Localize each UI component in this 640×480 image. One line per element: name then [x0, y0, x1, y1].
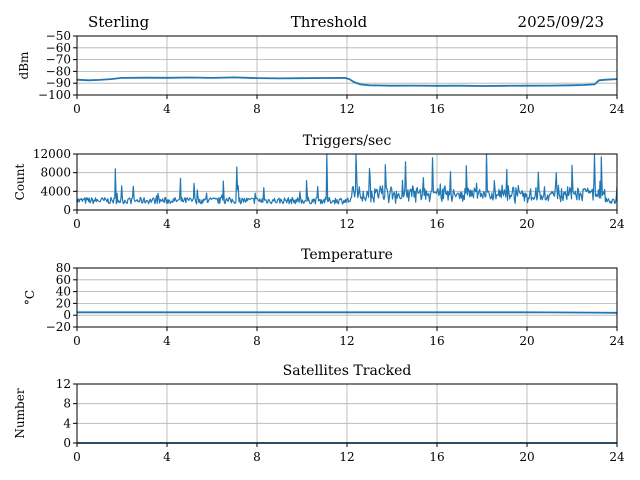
temperature-y-tick-label: 0 — [63, 308, 71, 322]
temperature-x-tick-label: 20 — [519, 334, 534, 348]
triggers-x-tick-label: 8 — [253, 217, 261, 231]
temperature-y-tick-label: 60 — [56, 273, 71, 287]
triggers-x-tick-label: 20 — [519, 217, 534, 231]
threshold-y-tick-label: −60 — [46, 41, 71, 55]
threshold-x-tick-label: 24 — [609, 102, 625, 116]
threshold-panel: 0 4 8 12 16 20 24 −100−90−80−70−60−50 dBm — [17, 29, 625, 116]
threshold-y-tick-label: −100 — [38, 88, 71, 102]
triggers-panel-title: Triggers/sec — [303, 133, 392, 149]
temperature-y-tick-label: 80 — [56, 261, 71, 275]
satellites-panel: 0 4 8 12 16 20 24 0 4 8 12 Number Satellites Tracked — [13, 363, 625, 464]
triggers-x-tick-label: 0 — [73, 217, 81, 231]
header-date: 2025/09/23 — [518, 13, 604, 31]
temperature-y-tick-label: 40 — [56, 285, 71, 299]
satellites-panel-title: Satellites Tracked — [283, 363, 412, 379]
temperature-y-axis-label: °C — [23, 290, 37, 305]
triggers-y-tick-label: 12000 — [33, 147, 71, 161]
threshold-y-tick-label: −70 — [46, 53, 71, 67]
satellites-x-tick-label: 20 — [519, 450, 534, 464]
temperature-x-tick-label: 16 — [429, 334, 444, 348]
triggers-y-tick-label: 0 — [63, 203, 71, 217]
threshold-x-tick-label: 20 — [519, 102, 534, 116]
triggers-panel: 0 4 8 12 16 20 24 0 4000 8000 12000 Count Triggers/s… — [13, 133, 625, 231]
satellites-x-tick-label: 16 — [429, 450, 444, 464]
satellites-x-tick-label: 8 — [253, 450, 261, 464]
satellites-y-tick-label: 8 — [63, 397, 71, 411]
header-station-name: Sterling — [88, 13, 150, 31]
satellites-y-tick-label: 0 — [63, 436, 71, 450]
triggers-y-tick-label: 4000 — [40, 184, 71, 198]
satellites-y-tick-label: 12 — [56, 377, 71, 391]
satellites-y-axis-label: Number — [13, 388, 27, 438]
triggers-x-tick-label: 4 — [163, 217, 171, 231]
threshold-x-tick-label: 4 — [163, 102, 171, 116]
temperature-series-line-0 — [77, 311, 618, 314]
temperature-x-tick-label: 12 — [339, 334, 354, 348]
satellites-x-tick-label: 24 — [609, 450, 625, 464]
temperature-y-tick-label: −20 — [46, 320, 71, 334]
temperature-x-tick-label: 24 — [609, 334, 625, 348]
triggers-x-tick-label: 24 — [609, 217, 625, 231]
threshold-x-tick-label: 12 — [339, 102, 354, 116]
temperature-panel-title: Temperature — [301, 247, 393, 263]
triggers-y-axis-label: Count — [13, 163, 27, 200]
triggers-x-tick-label: 12 — [339, 217, 354, 231]
satellites-x-tick-label: 12 — [339, 450, 354, 464]
threshold-x-tick-label: 8 — [253, 102, 261, 116]
triggers-x-tick-label: 16 — [429, 217, 444, 231]
threshold-x-tick-label: 16 — [429, 102, 444, 116]
temperature-y-tick-label: 20 — [56, 296, 71, 310]
threshold-y-axis-label: dBm — [17, 51, 31, 80]
threshold-y-tick-label: −90 — [46, 76, 71, 90]
threshold-x-tick-label: 0 — [73, 102, 81, 116]
threshold-y-tick-label: −50 — [46, 29, 71, 43]
threshold-y-tick-label: −80 — [46, 64, 71, 78]
header-panel-title: Threshold — [291, 13, 368, 31]
threshold-series-line-0 — [76, 76, 618, 87]
satellites-y-tick-label: 4 — [63, 416, 71, 430]
triggers-y-tick-label: 8000 — [40, 166, 71, 180]
temperature-x-tick-label: 4 — [163, 334, 171, 348]
triggers-series-line-0 — [76, 153, 618, 205]
temperature-x-tick-label: 8 — [253, 334, 261, 348]
satellites-x-tick-label: 4 — [163, 450, 171, 464]
satellites-x-tick-label: 0 — [73, 450, 81, 464]
temperature-x-tick-label: 0 — [73, 334, 81, 348]
